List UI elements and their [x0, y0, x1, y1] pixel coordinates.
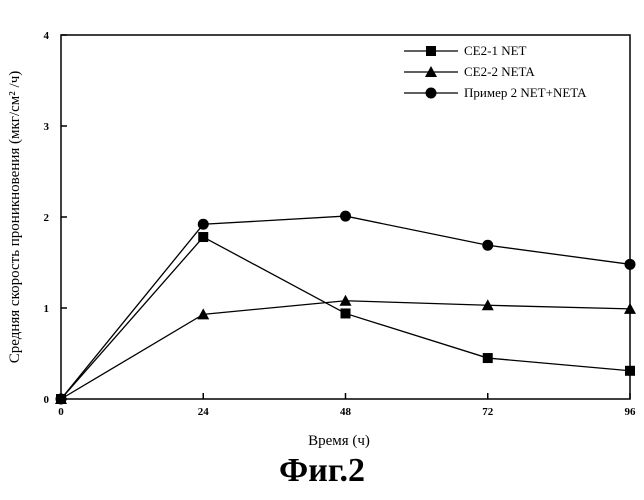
legend-marker	[426, 88, 437, 99]
data-point	[56, 394, 67, 405]
data-point	[625, 366, 635, 376]
data-point	[198, 219, 209, 230]
x-tick-label: 48	[340, 406, 352, 418]
y-tick-label: 2	[44, 212, 50, 224]
y-tick-label: 3	[44, 121, 50, 133]
legend-label: CE2-2 NETA	[464, 64, 535, 79]
data-point	[483, 353, 493, 363]
data-point	[341, 308, 351, 318]
x-tick-label: 24	[198, 406, 210, 418]
y-axis-label: Средняя скорость проникновения (мкг/см² …	[7, 71, 23, 364]
x-tick-label: 72	[482, 406, 494, 418]
data-point	[340, 211, 351, 222]
x-axis-label: Время (ч)	[308, 433, 370, 449]
figure-caption: Фиг.2	[0, 452, 644, 490]
x-tick-label: 0	[58, 406, 64, 418]
data-point	[482, 240, 493, 251]
y-tick-label: 1	[44, 303, 50, 315]
x-tick-label: 96	[625, 406, 637, 418]
chart: 0 1 2 3 4 0 24 48 72 96 CE2-1 NET CE2-2 NETA Пример …	[0, 0, 644, 450]
legend-marker	[426, 46, 436, 56]
y-tick-label: 0	[44, 394, 50, 406]
legend-label: CE2-1 NET	[464, 43, 527, 58]
data-point	[198, 232, 208, 242]
data-point	[625, 259, 636, 270]
plot-area: 0 1 2 3 4 0 24 48 72 96 CE2-1 NET CE2-2 NETA Пример …	[44, 30, 637, 418]
legend-label: Пример 2 NET+NETA	[464, 85, 587, 100]
y-tick-label: 4	[44, 30, 50, 42]
series-line	[61, 216, 630, 399]
